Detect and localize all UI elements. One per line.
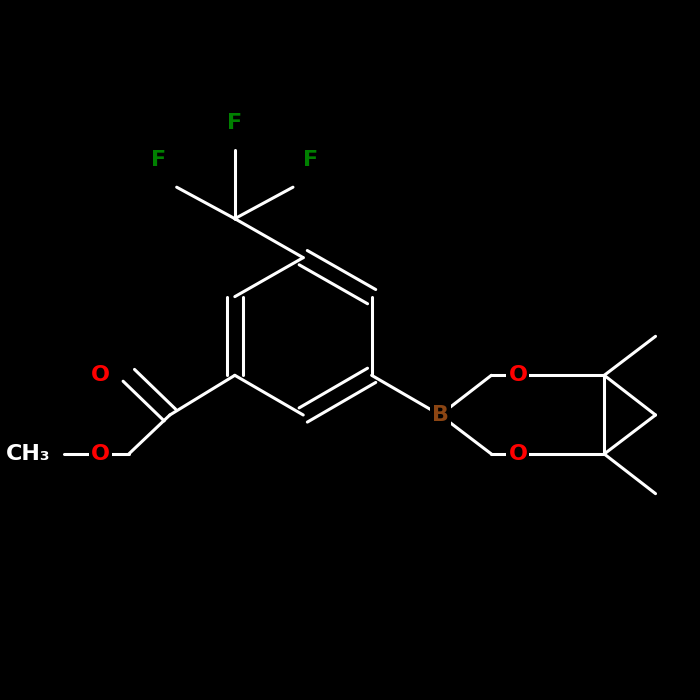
Text: O: O (508, 444, 528, 464)
Text: B: B (432, 405, 449, 425)
Text: O: O (508, 365, 528, 385)
Text: CH₃: CH₃ (6, 444, 50, 464)
Text: F: F (151, 150, 167, 170)
Text: O: O (90, 365, 110, 385)
Text: O: O (90, 444, 110, 464)
Text: F: F (303, 150, 319, 170)
Text: F: F (228, 113, 242, 133)
